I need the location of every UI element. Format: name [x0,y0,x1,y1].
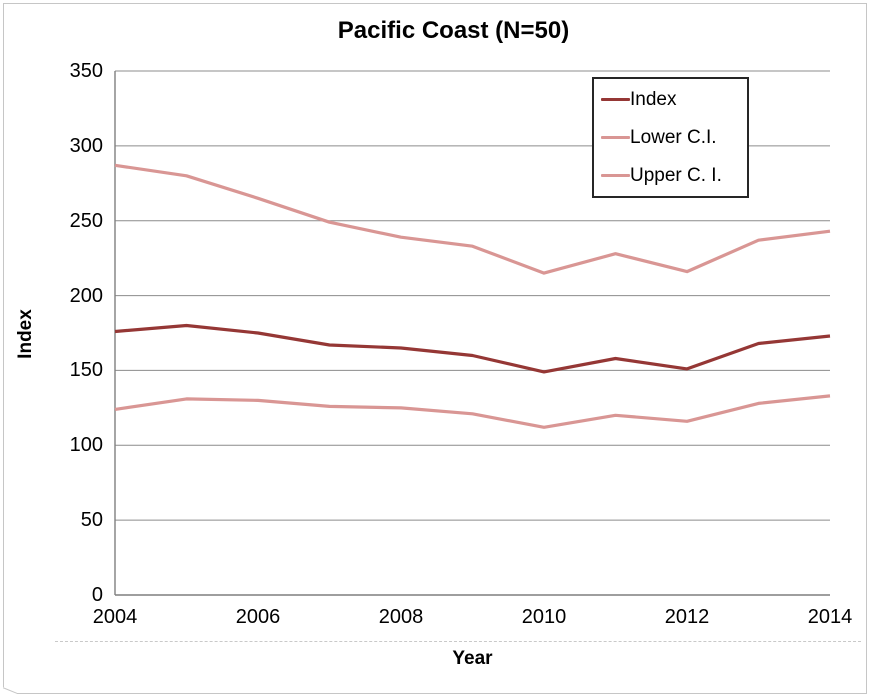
legend-item-index: Index [601,90,747,109]
x-tick-label-2014: 2014 [807,606,853,628]
y-tick-label-100: 100 [69,434,103,457]
upper-ci-line-swatch [601,174,630,178]
x-tick-label-2004: 2004 [92,606,138,628]
y-tick-label-50: 50 [80,509,103,532]
y-tick-label-0: 0 [91,584,103,606]
x-axis-title: Year [452,648,493,669]
sheet-border-bottom [17,693,867,694]
y-tick-label-300: 300 [69,134,103,157]
x-tick-label-2006: 2006 [235,606,281,628]
sheet-border-left [3,3,4,687]
chart-legend: Index Lower C.I. Upper C. I. [592,77,749,198]
x-tick-label-2010: 2010 [521,606,567,628]
x-tick-label-2012: 2012 [664,606,710,628]
lower-ci-line-swatch [601,135,630,139]
y-tick-label-350: 350 [69,60,103,82]
x-tick-label-2008: 2008 [378,606,424,628]
y-tick-label-200: 200 [69,284,103,307]
series-line-lower-c-i [114,394,831,429]
legend-label-index: Index [630,88,677,110]
series-line-upper-c-i [114,163,831,275]
legend-item-lower-ci: Lower C.I. [601,128,747,147]
sheet-border-right [866,3,867,694]
legend-label-lower-ci: Lower C.I. [630,126,717,148]
legend-label-upper-ci: Upper C. I. [630,165,722,187]
sheet-border-top [3,3,867,4]
series-line-index [114,323,831,374]
chart-title: Pacific Coast (N=50) [337,17,570,44]
y-tick-label-150: 150 [69,359,103,382]
y-tick-label-250: 250 [69,209,103,232]
page-break-dashed-line [55,641,861,642]
legend-item-upper-ci: Upper C. I. [601,166,747,185]
index-line-swatch [601,97,630,101]
